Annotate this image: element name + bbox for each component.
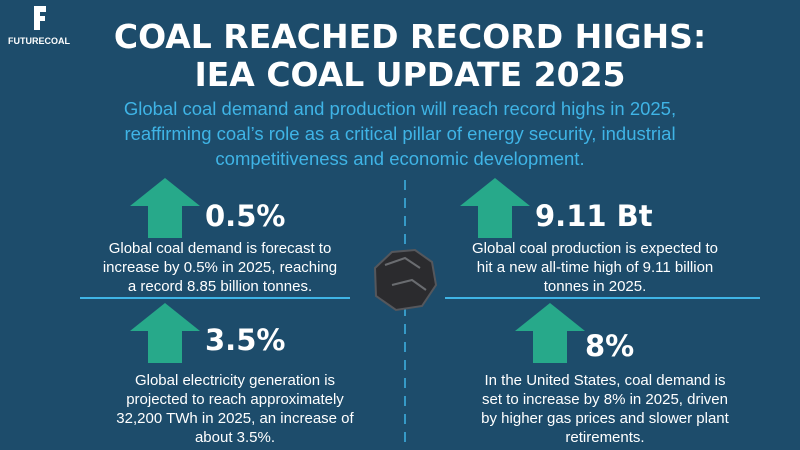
- subtitle: Global coal demand and production will r…: [124, 98, 676, 119]
- stat-text: about 3.5%.: [195, 429, 275, 446]
- stat-text: by higher gas prices and slower plant: [481, 410, 729, 427]
- stat-text: projected to reach approximately: [126, 391, 344, 408]
- stat-text: increase by 0.5% in 2025, reaching: [103, 259, 337, 276]
- stat-text: Global coal production is expected to: [472, 240, 718, 257]
- stat-text: a record 8.85 billion tonnes.: [128, 278, 312, 295]
- stat-value: 3.5%: [205, 323, 285, 357]
- stat-value: 0.5%: [205, 199, 285, 233]
- stat-text: 32,200 TWh in 2025, an increase of: [116, 410, 354, 427]
- coal-icon: [373, 248, 438, 312]
- arrow-up: [460, 178, 530, 238]
- title: IEA COAL UPDATE 2025: [194, 55, 625, 94]
- arrow-up: [515, 303, 585, 363]
- stat-text: Global coal demand is forecast to: [109, 240, 332, 257]
- arrow-up: [130, 303, 200, 363]
- stat-text: In the United States, coal demand is: [485, 372, 726, 389]
- stat-text: set to increase by 8% in 2025, driven: [482, 391, 728, 408]
- stat-text: Global electricity generation is: [135, 372, 335, 389]
- subtitle: reaffirming coal’s role as a critical pi…: [124, 123, 675, 144]
- logo-mark: [34, 6, 46, 30]
- arrow-up: [130, 178, 200, 238]
- stat-value: 8%: [585, 329, 634, 363]
- stat-text: retirements.: [565, 429, 644, 446]
- stat-value: 9.11 Bt: [535, 199, 653, 233]
- logo: FUTURECOAL: [8, 6, 70, 46]
- subtitle: competitiveness and economic development…: [215, 148, 584, 169]
- stat-text: tonnes in 2025.: [544, 278, 647, 295]
- coal-icon: [384, 256, 427, 291]
- title: COAL REACHED RECORD HIGHS:: [114, 17, 706, 56]
- stat-text: hit a new all-time high of 9.11 billion: [477, 259, 714, 276]
- logo-name: FUTURECOAL: [8, 36, 70, 46]
